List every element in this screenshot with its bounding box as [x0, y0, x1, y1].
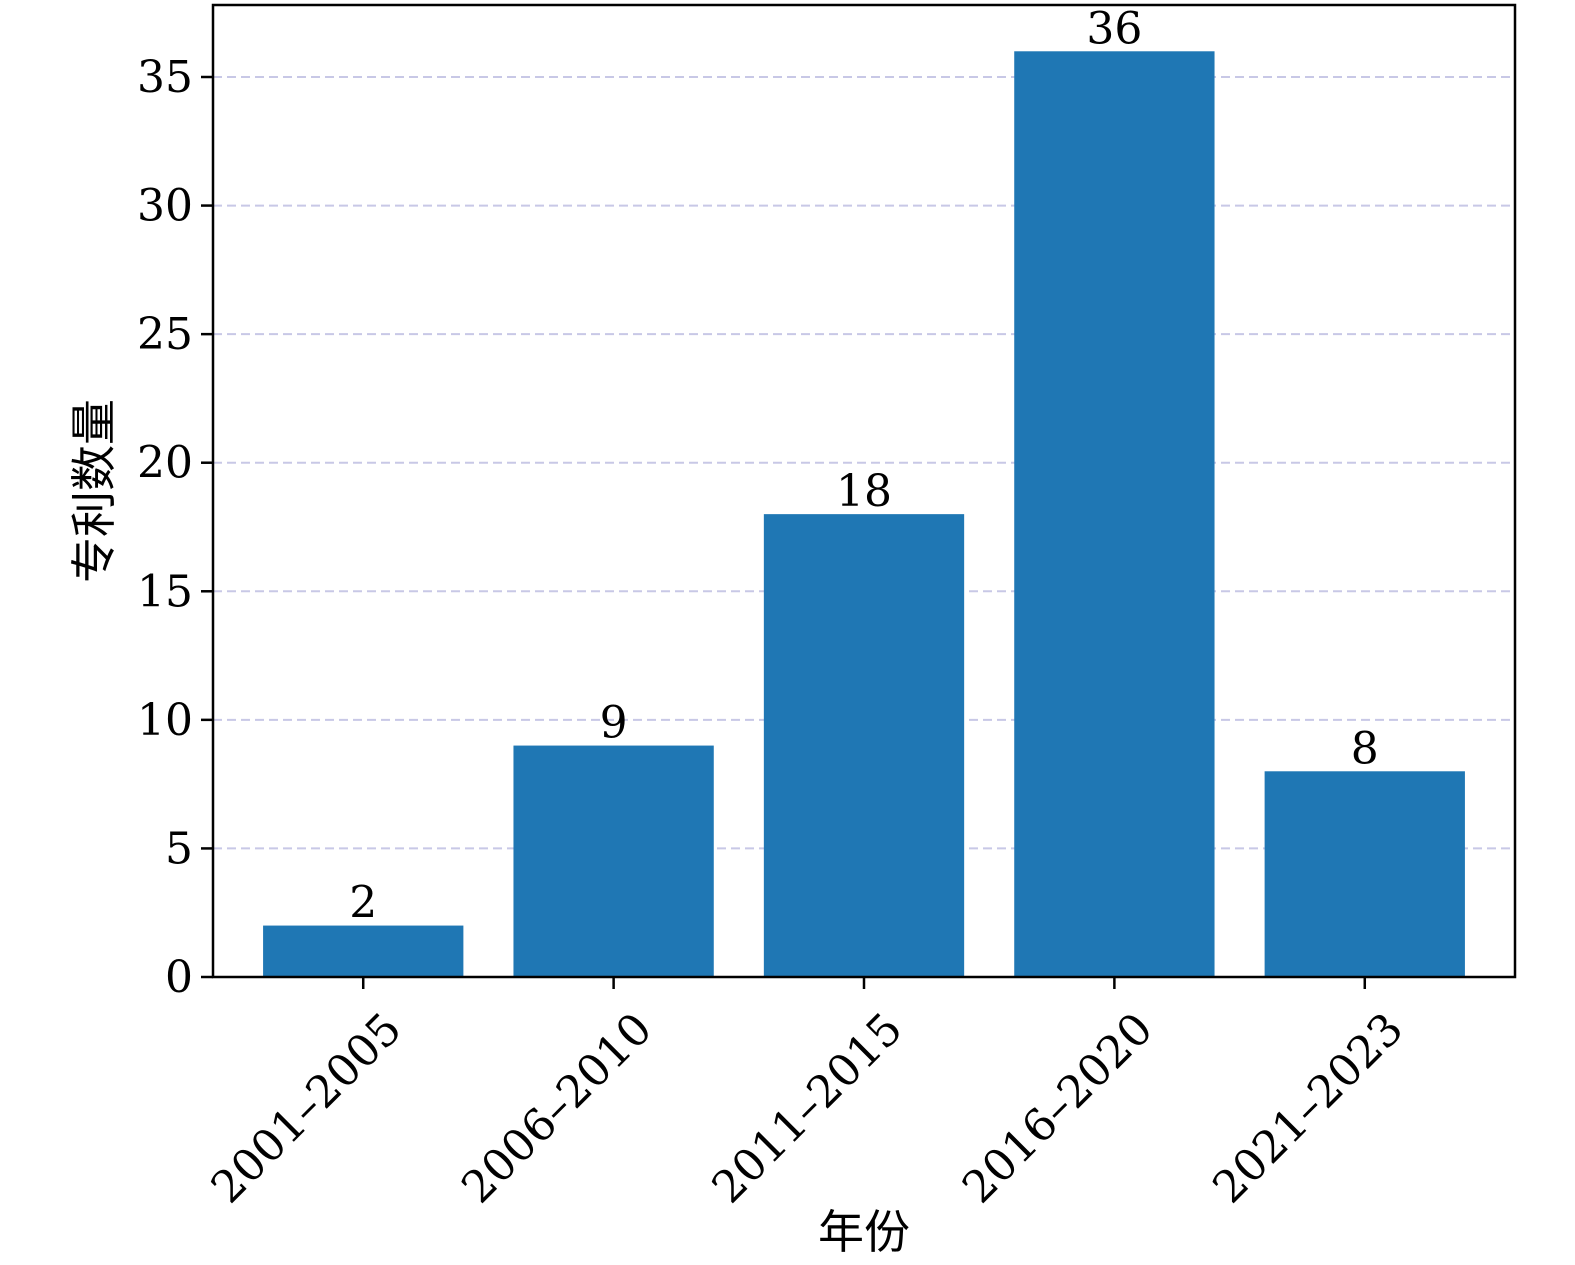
x-tick-label: 2016–2020: [953, 1003, 1163, 1213]
y-tick-label: 5: [165, 823, 193, 874]
y-tick-label: 20: [137, 438, 193, 489]
y-axis-ticks: 0 5 10 15 20 25 30 35: [137, 52, 213, 1003]
bar: [1014, 51, 1215, 978]
bar: [263, 925, 464, 977]
bar: [763, 514, 965, 977]
y-tick-label: 30: [137, 181, 193, 232]
y-tick-label: 25: [137, 309, 193, 360]
y-tick-label: 15: [137, 566, 193, 617]
x-tick-label: 2011–2015: [702, 1003, 912, 1213]
x-axis-ticks: 2001–2005 2006–2010 2011–2015 2016–2020 2021…: [202, 977, 1413, 1213]
bar-value-label: 8: [1351, 723, 1379, 774]
y-tick-label: 35: [137, 52, 193, 103]
bar-value-label: 18: [836, 466, 892, 517]
bar-value-label: 9: [600, 698, 628, 749]
bar: [1264, 771, 1465, 977]
x-axis-title: 年份: [818, 1205, 910, 1259]
x-tick-label: 2021–2023: [1203, 1003, 1413, 1213]
y-axis-title: 专利数量: [67, 399, 121, 583]
bar-value-label: 36: [1086, 3, 1142, 54]
y-tick-label: 0: [165, 952, 193, 1003]
y-tick-label: 10: [137, 695, 193, 746]
x-tick-label: 2001–2005: [202, 1003, 412, 1213]
bar: [513, 745, 714, 977]
value-labels: 2 9 18 36 8: [349, 3, 1379, 928]
bar-value-label: 2: [349, 878, 377, 929]
x-tick-label: 2006–2010: [452, 1003, 662, 1213]
bars: [263, 51, 1465, 978]
